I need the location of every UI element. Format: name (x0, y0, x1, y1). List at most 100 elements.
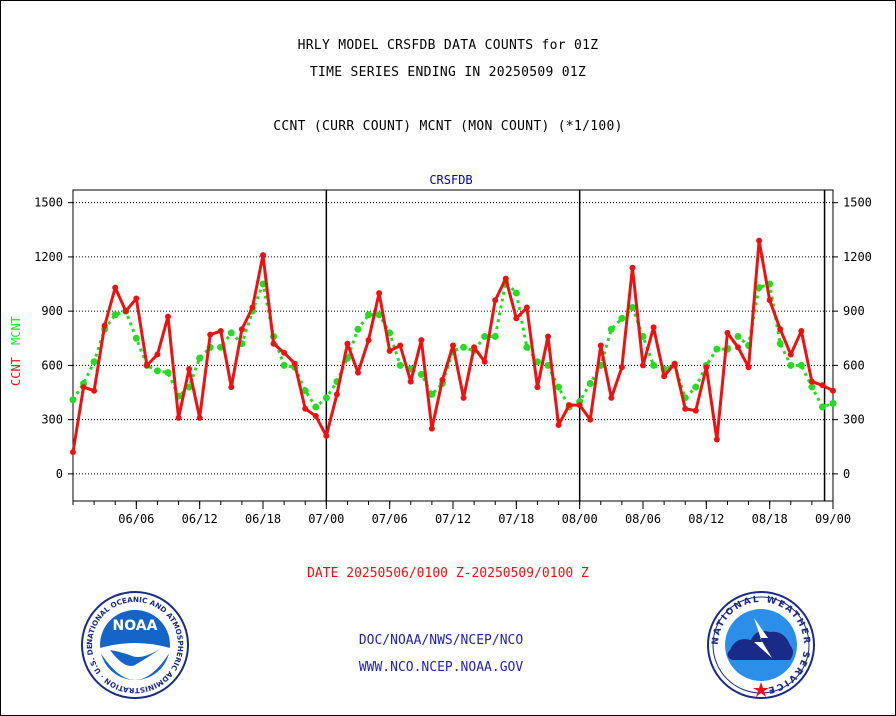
ccnt-point (481, 358, 488, 365)
date-range-label: DATE 20250506/0100 Z-20250509/0100 Z (307, 566, 589, 581)
ccnt-point (397, 342, 404, 349)
ccnt-point (735, 344, 741, 351)
mcnt-point (512, 289, 520, 297)
ccnt-point (165, 313, 171, 320)
y-tick-label-right: 1500 (843, 196, 872, 210)
ccnt-point (418, 337, 425, 344)
header-legend-line: CCNT (CURR COUNT) MCNT (MON COUNT) (*1/1… (273, 119, 623, 134)
x-tick-label: 07/12 (435, 512, 471, 526)
ccnt-point (703, 364, 710, 371)
mcnt-point (586, 379, 594, 387)
ccnt-point (492, 297, 499, 304)
mcnt-point (618, 314, 626, 322)
url-label[interactable]: WWW.NCO.NCEP.NOAA.GOV (358, 660, 524, 675)
ccnt-point (618, 364, 625, 371)
header-subtitle: TIME SERIES ENDING IN 20250509 01Z (309, 65, 587, 80)
noaa-logo-text: NOAA (113, 618, 158, 634)
ccnt-point (555, 422, 562, 429)
mcnt-point (829, 399, 837, 407)
x-tick-label: 06/06 (118, 512, 154, 526)
ccnt-point (207, 331, 214, 338)
mcnt-point (375, 311, 383, 319)
y-tick-label-left: 300 (41, 413, 63, 427)
header-title: HRLY MODEL CRSFDB DATA COUNTS for 01Z (297, 38, 599, 53)
y-tick-label-left: 900 (41, 304, 63, 318)
ccnt-point (333, 391, 340, 398)
mcnt-point (628, 304, 636, 312)
mcnt-point (787, 361, 795, 369)
mcnt-point (523, 343, 531, 351)
ccnt-point (281, 349, 288, 356)
mcnt-point (491, 332, 499, 340)
ccnt-point (629, 264, 636, 271)
ccnt-point (70, 449, 76, 456)
ccnt-point (249, 304, 256, 311)
ccnt-point (460, 394, 467, 401)
ccnt-point (312, 413, 319, 420)
ccnt-point (355, 369, 361, 376)
mcnt-point (555, 383, 563, 391)
ccnt-point (386, 347, 393, 354)
x-tick-label: 06/18 (245, 512, 281, 526)
ccnt-point (376, 290, 383, 297)
ccnt-point (344, 340, 351, 347)
ccnt-point (365, 337, 372, 344)
ccnt-point (724, 329, 731, 336)
ccnt-point (143, 362, 150, 369)
mcnt-point (90, 358, 98, 366)
y-axis-label-ccnt: CCNT (9, 357, 23, 386)
mcnt-point (396, 361, 404, 369)
noaa-logo-icon: NATIONAL OCEANIC AND ATMOSPHERIC ADMINIS… (80, 590, 189, 699)
ccnt-point (439, 376, 446, 383)
ccnt-point (661, 373, 668, 380)
ccnt-point (428, 425, 435, 432)
ccnt-point (830, 387, 836, 394)
mcnt-point (312, 403, 320, 411)
ccnt-point (650, 324, 657, 331)
mcnt-point (755, 284, 763, 292)
org-label: DOC/NOAA/NWS/NCEP/NCO (358, 633, 524, 648)
label-layer: 0 0 300 300 600 600 900 900 1200 1200 1500 1500 06/0… (34, 196, 872, 526)
ccnt-point (798, 328, 805, 335)
ccnt-point (808, 378, 815, 385)
mcnt-point (354, 325, 362, 333)
mcnt-point (734, 332, 742, 340)
y-tick-label-right: 900 (843, 304, 865, 318)
mcnt-point (132, 334, 140, 342)
mcnt-point (428, 390, 436, 398)
x-tick-label: 06/12 (182, 512, 218, 526)
mcnt-point (365, 311, 373, 319)
mcnt-point (153, 367, 161, 375)
mcnt-point (607, 325, 615, 333)
x-tick-label: 08/00 (562, 512, 598, 526)
ccnt-point (260, 252, 266, 259)
mcnt-point (280, 361, 288, 369)
ccnt-point (175, 414, 182, 421)
mcnt-point (818, 403, 826, 411)
x-tick-label: 08/06 (625, 512, 661, 526)
ccnt-point (101, 322, 108, 329)
ccnt-point (787, 351, 794, 358)
ccnt-point (682, 405, 689, 412)
ccnt-point (777, 326, 784, 333)
mcnt-point (164, 369, 172, 377)
x-tick-label: 08/18 (752, 512, 788, 526)
ccnt-point (471, 344, 478, 351)
ccnt-point (407, 378, 414, 385)
mcnt-point (227, 329, 235, 337)
ccnt-point (523, 304, 530, 311)
ccnt-point (80, 384, 87, 391)
ccnt-point (133, 295, 140, 302)
ccnt-point (597, 342, 604, 349)
ccnt-point (576, 402, 583, 409)
mcnt-point (797, 361, 805, 369)
x-tick-label: 07/00 (308, 512, 344, 526)
mcnt-point (460, 343, 468, 351)
y-tick-label-left: 600 (41, 358, 63, 372)
ccnt-point (513, 315, 520, 322)
ccnt-point (671, 360, 678, 367)
mcnt-point (481, 332, 489, 340)
y-tick-label-right: 300 (843, 413, 865, 427)
mcnt-point (692, 383, 700, 391)
ccnt-point (450, 342, 456, 349)
